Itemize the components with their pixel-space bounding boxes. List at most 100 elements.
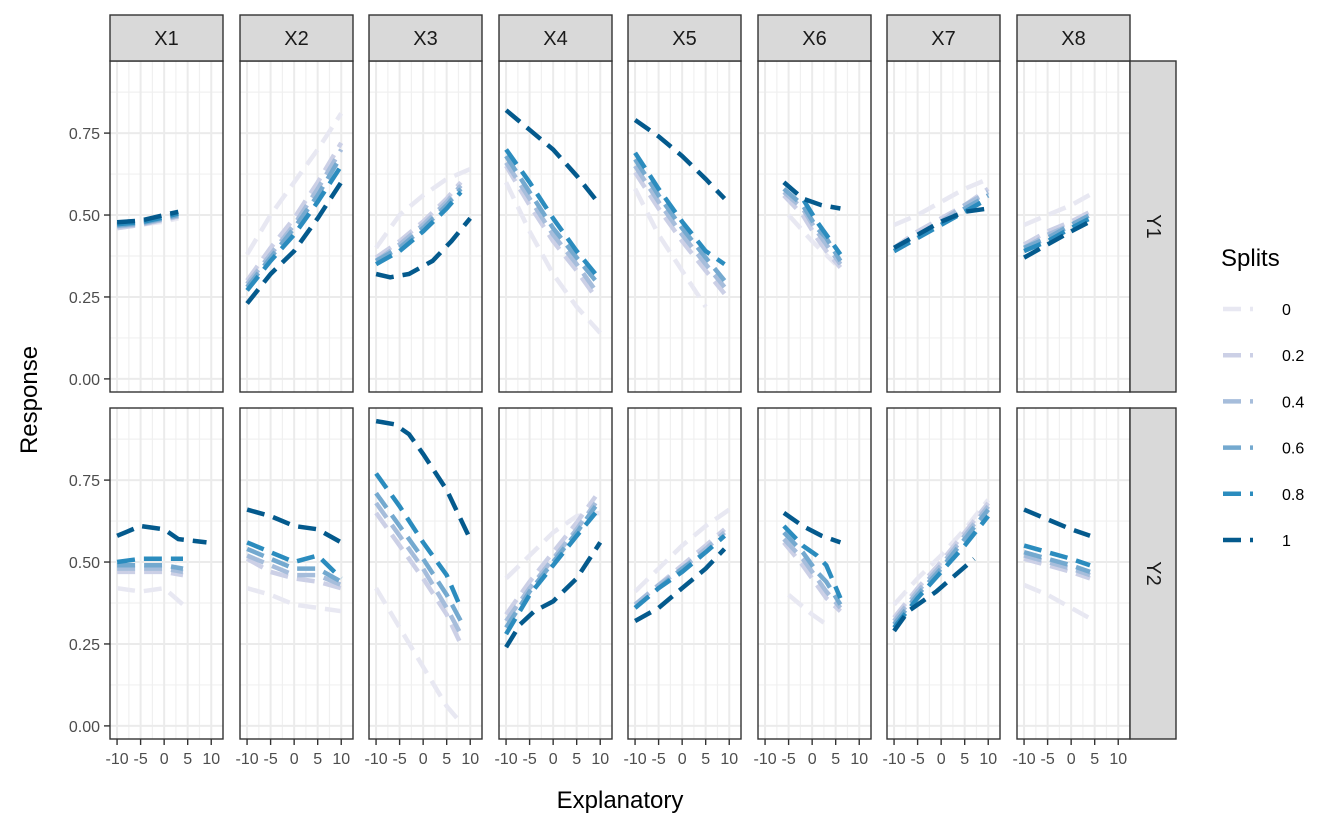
- strip-y2: [1129, 407, 1177, 740]
- series-line-split-0: [893, 176, 990, 227]
- series-line-split-0_8: [246, 540, 343, 581]
- series-line-split-0: [246, 586, 342, 614]
- panel-background: [758, 61, 871, 392]
- legend-title: Splits: [1221, 245, 1280, 272]
- strip-label-x1: X1: [154, 28, 178, 50]
- y-tick-label: 0.00: [69, 372, 100, 389]
- series-line-split-0_6: [117, 563, 184, 571]
- series-group-y1-x4: [504, 108, 602, 335]
- panel-y1-x7: [887, 61, 1000, 392]
- panel-background: [240, 408, 353, 739]
- panel-y2-x6: [758, 408, 871, 739]
- series-group-y2-x6: [782, 511, 843, 630]
- strip-label-y2: Y2: [1142, 561, 1164, 585]
- series-group-y1-x8: [1023, 190, 1096, 260]
- series-group-y1-x5: [633, 118, 727, 309]
- panel-border: [627, 407, 742, 740]
- series-line-split-0: [116, 585, 185, 607]
- series-group-y1-x1: [116, 209, 179, 231]
- series-line-split-1: [116, 209, 179, 225]
- strip-x6: [757, 14, 872, 62]
- series-line-split-0_8: [782, 524, 843, 599]
- x-tick-label: 5: [442, 751, 451, 768]
- x-tick-label: 10: [461, 751, 479, 768]
- x-tick-label: -10: [624, 751, 647, 768]
- panel-background: [887, 408, 1000, 739]
- series-line-split-0_8: [1023, 543, 1091, 568]
- series-group-y1-x7: [892, 176, 990, 254]
- series-line-split-0_2: [633, 527, 726, 607]
- x-tick-label: 10: [202, 751, 220, 768]
- y-tick-label: 0.25: [69, 290, 100, 307]
- series-line-split-1: [375, 418, 473, 541]
- panel-background: [499, 61, 612, 392]
- series-line-split-0_2: [1023, 556, 1091, 581]
- strip-label-x3: X3: [413, 28, 437, 50]
- strip-x8: [1016, 14, 1131, 62]
- x-tick-label: 10: [850, 751, 868, 768]
- panel-y2-x1: [110, 408, 223, 739]
- panel-border: [239, 407, 354, 740]
- panel-background: [1017, 408, 1130, 739]
- y-axis-title: Response: [16, 346, 43, 454]
- series-line-split-0_2: [1023, 209, 1092, 247]
- strip-x4: [498, 14, 613, 62]
- y-tick-label: 0.75: [69, 473, 100, 490]
- series-line-split-0_4: [117, 566, 184, 575]
- strip-label-x6: X6: [802, 28, 826, 50]
- series-group-y2-x5: [633, 507, 731, 623]
- series-line-split-0_6: [633, 158, 727, 283]
- strip-y1: [1129, 60, 1177, 393]
- x-axis-title: Explanatory: [557, 787, 684, 814]
- x-tick-label: 5: [1090, 751, 1099, 768]
- panel-border: [498, 407, 613, 740]
- series-line-split-0: [374, 167, 472, 250]
- x-tick-label: 10: [979, 751, 997, 768]
- series-line-split-0_8: [116, 556, 183, 565]
- x-tick-label: -10: [365, 751, 388, 768]
- series-group-y2-x2: [246, 507, 343, 614]
- series-line-split-0_4: [374, 501, 463, 636]
- y-tick-label: 0.00: [69, 719, 100, 736]
- x-tick-label: 0: [808, 751, 817, 768]
- x-tick-label: -5: [392, 751, 406, 768]
- x-tick-label: -5: [263, 751, 277, 768]
- panel-border: [886, 407, 1001, 740]
- series-line-split-0: [787, 593, 833, 630]
- legend-label: 0.6: [1282, 441, 1304, 458]
- series-line-split-0_8: [374, 472, 463, 609]
- series-line-split-0_8: [1023, 216, 1092, 254]
- series-line-split-1: [504, 108, 602, 207]
- series-line-split-0_6: [892, 508, 990, 626]
- series-line-split-0_2: [374, 180, 463, 260]
- series-line-split-1: [246, 507, 343, 545]
- series-line-split-0_6: [375, 187, 463, 263]
- x-tick-label: -10: [106, 751, 129, 768]
- x-tick-label: 0: [549, 751, 558, 768]
- strip-x7: [886, 14, 1001, 62]
- series-line-split-0_8: [375, 190, 463, 267]
- strip-x5: [627, 14, 742, 62]
- x-tick-label: -10: [1013, 751, 1036, 768]
- series-group-y1-x2: [245, 112, 344, 305]
- strip-label-x4: X4: [543, 28, 567, 50]
- series-line-split-0: [245, 112, 344, 256]
- series-line-split-0_2: [245, 141, 344, 282]
- series-line-split-0_8: [893, 196, 990, 254]
- panel-border: [109, 407, 224, 740]
- panel-y2-x8: [1017, 408, 1130, 739]
- series-group-y2-x4: [504, 495, 603, 649]
- series-line-split-1: [782, 511, 842, 545]
- strip-label-y1: Y1: [1142, 214, 1164, 238]
- strip-x1: [109, 14, 224, 62]
- series-line-split-0: [633, 187, 708, 309]
- series-line-split-0_2: [117, 569, 184, 578]
- x-tick-label: 5: [313, 751, 322, 768]
- series-line-split-0: [504, 181, 602, 335]
- legend-label: 1: [1282, 533, 1291, 550]
- x-tick-label: 0: [419, 751, 428, 768]
- strip-label-x8: X8: [1061, 28, 1085, 50]
- x-tick-label: -5: [522, 751, 536, 768]
- y-tick-label: 0.50: [69, 555, 100, 572]
